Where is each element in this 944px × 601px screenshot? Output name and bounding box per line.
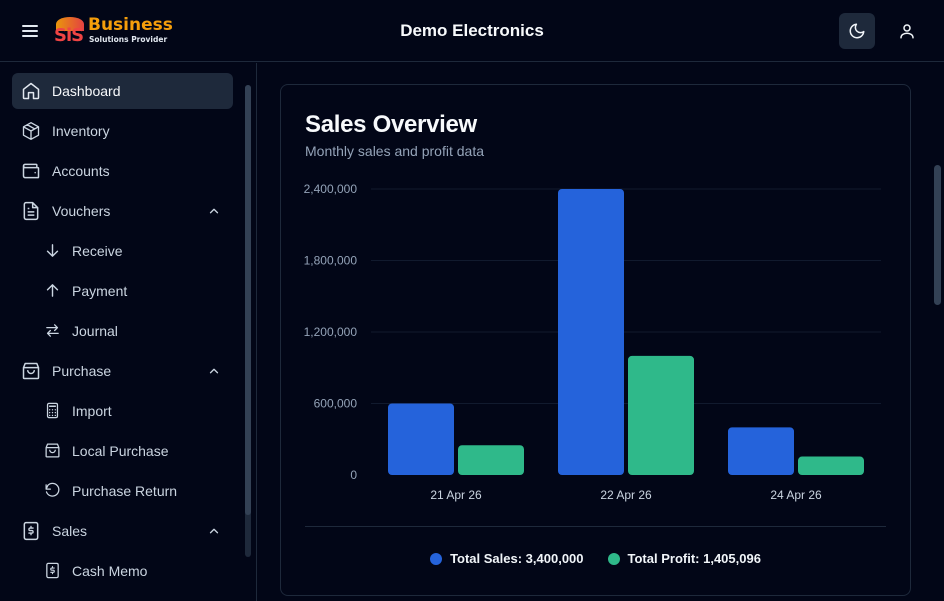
sidebar-item-label: Journal: [72, 323, 118, 339]
y-tick-label: 1,200,000: [304, 325, 358, 339]
bar-sales[interactable]: [558, 189, 624, 475]
logo-mark: SiS: [54, 17, 88, 47]
sidebar-subitem-receive[interactable]: Receive: [32, 233, 233, 269]
sidebar-subitem-local-purchase[interactable]: Local Purchase: [32, 433, 233, 469]
theme-toggle-button[interactable]: [839, 13, 875, 49]
rotate-ccw-icon: [45, 482, 60, 497]
sidebar-item-label: Purchase Return: [72, 483, 178, 499]
main-scrollbar[interactable]: [934, 100, 941, 601]
sidebar-item-accounts[interactable]: Accounts: [12, 153, 233, 189]
sidebar-item-label: Sales: [52, 523, 88, 539]
bar-profit[interactable]: [458, 445, 524, 475]
sidebar-item-inventory[interactable]: Inventory: [12, 113, 233, 149]
y-tick-label: 0: [350, 468, 357, 482]
file-text-icon: [23, 201, 39, 221]
legend-item-sales[interactable]: Total Sales: 3,400,000: [430, 551, 584, 566]
calculator-icon: [46, 402, 59, 419]
sidebar-item-label: Purchase: [52, 363, 112, 379]
main-scrollbar-thumb[interactable]: [934, 165, 941, 305]
user-icon: [900, 24, 914, 39]
y-tick-label: 2,400,000: [304, 182, 358, 196]
bar-sales[interactable]: [388, 403, 454, 476]
sidebar-scrollbar[interactable]: [245, 85, 251, 557]
bar-profit[interactable]: [798, 456, 864, 475]
y-tick-label: 600,000: [314, 397, 358, 411]
dollar-receipt-icon: [46, 562, 59, 579]
sidebar-item-label: Vouchers: [52, 203, 111, 219]
sidebar-item-label: Payment: [72, 283, 128, 299]
divider: [305, 526, 886, 527]
user-menu-button[interactable]: [894, 18, 920, 44]
legend-dot-sales: [430, 552, 443, 565]
sidebar-subitem-import[interactable]: Import: [32, 393, 233, 429]
card-subtitle: Monthly sales and profit data: [305, 143, 484, 159]
shopping-bag-icon: [22, 362, 40, 380]
logo-name: Business: [88, 15, 173, 35]
sidebar-item-label: Cash Memo: [72, 563, 148, 579]
chevron-up-icon[interactable]: [207, 364, 221, 378]
x-tick-label: 21 Apr 26: [430, 488, 482, 502]
x-tick-label: 24 Apr 26: [770, 488, 822, 502]
sidebar-item-sales[interactable]: Sales: [12, 513, 233, 549]
sidebar-item-purchase[interactable]: Purchase: [12, 353, 233, 389]
arrows-swap-icon: [46, 324, 59, 337]
sidebar-item-label: Accounts: [52, 163, 110, 179]
legend-label-profit: Total Profit: 1,405,096: [627, 551, 761, 566]
dollar-receipt-icon: [23, 521, 39, 541]
sidebar-subitem-journal[interactable]: Journal: [32, 313, 233, 349]
chevron-up-icon[interactable]: [207, 524, 221, 538]
sales-bar-chart: 0 600,000 1,200,000 1,800,000 2,400,000 21 Ap…: [304, 182, 881, 502]
brand-logo[interactable]: SiS Business Solutions Provider: [54, 14, 174, 48]
sidebar-subitem-payment[interactable]: Payment: [32, 273, 233, 309]
chevron-up-icon[interactable]: [207, 204, 221, 218]
arrow-down-icon: [46, 244, 59, 257]
sidebar-item-label: Import: [72, 403, 112, 419]
sidebar-item-vouchers[interactable]: Vouchers: [12, 193, 233, 229]
sidebar-item-label: Inventory: [52, 123, 110, 139]
bar-sales[interactable]: [728, 427, 794, 475]
legend-label-sales: Total Sales: 3,400,000: [450, 551, 584, 566]
card-title: Sales Overview: [305, 111, 477, 138]
menu-icon[interactable]: [20, 21, 40, 41]
logo-tagline: Solutions Provider: [89, 35, 168, 44]
moon-icon: [849, 23, 865, 39]
sidebar-item-label: Receive: [72, 243, 123, 259]
sales-overview-card: Sales Overview Monthly sales and profit …: [280, 84, 911, 596]
sidebar-subitem-cash-memo[interactable]: Cash Memo: [32, 553, 233, 589]
x-tick-label: 22 Apr 26: [600, 488, 652, 502]
legend-dot-profit: [607, 552, 620, 565]
home-icon: [22, 82, 40, 100]
shopping-bag-icon: [45, 443, 60, 458]
sidebar-item-label: Dashboard: [52, 83, 121, 99]
y-tick-label: 1,800,000: [304, 254, 358, 268]
sidebar: Dashboard Inventory Accounts Vouchers Re…: [0, 63, 257, 601]
chart-legend: Total Sales: 3,400,000 Total Profit: 1,4…: [281, 551, 910, 566]
box-icon: [22, 122, 40, 140]
legend-item-profit[interactable]: Total Profit: 1,405,096: [607, 551, 761, 566]
wallet-icon: [22, 163, 40, 179]
sidebar-scrollbar-thumb[interactable]: [245, 85, 251, 515]
sidebar-subitem-purchase-return[interactable]: Purchase Return: [32, 473, 233, 509]
sidebar-item-dashboard[interactable]: Dashboard: [12, 73, 233, 109]
sidebar-item-label: Local Purchase: [72, 443, 169, 459]
bar-profit[interactable]: [628, 355, 694, 475]
arrow-up-icon: [46, 284, 59, 297]
top-bar: SiS Business Solutions Provider Demo Ele…: [0, 0, 944, 62]
